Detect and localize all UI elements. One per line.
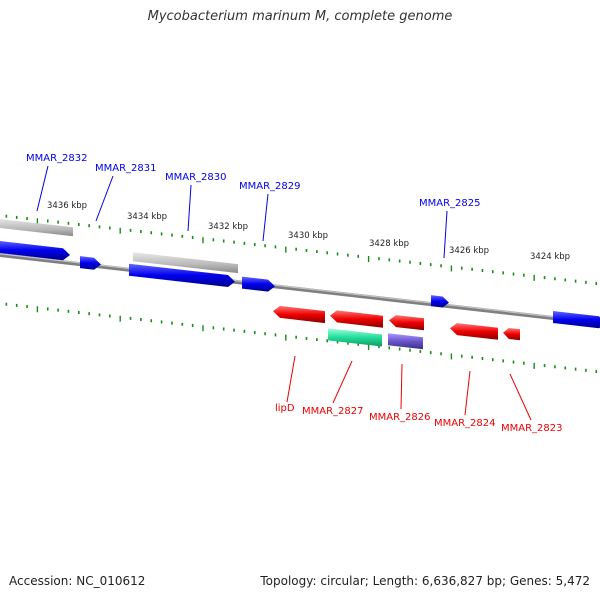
- gene-lipd-block[interactable]: [273, 305, 325, 324]
- feature-purple-block[interactable]: [388, 333, 423, 350]
- feature-layer: [0, 218, 600, 350]
- gene-mmar-2823-block[interactable]: [503, 328, 520, 341]
- callout-line-reverse: [509, 373, 532, 421]
- scale-label: 3424 kbp: [530, 252, 570, 262]
- feature-gray-1[interactable]: [0, 218, 73, 237]
- gene-label-forward[interactable]: MMAR_2830: [165, 172, 227, 183]
- gene-mmar-2827-block[interactable]: [330, 310, 383, 328]
- genome-title: Mycobacterium marinum M, complete genome: [147, 9, 453, 24]
- gene-mmar-2830-block[interactable]: [129, 263, 235, 287]
- callout-line-reverse: [286, 355, 296, 403]
- gene-label-reverse[interactable]: MMAR_2823: [501, 423, 563, 434]
- genome-summary: Topology: circular; Length: 6,636,827 bp…: [260, 574, 590, 588]
- feature-green-block[interactable]: [328, 328, 382, 347]
- callout-line-reverse: [400, 363, 403, 410]
- callout-line-forward: [262, 193, 269, 242]
- gene-label-reverse[interactable]: MMAR_2824: [434, 418, 496, 429]
- callout-line-reverse: [332, 360, 353, 404]
- gene-label-reverse[interactable]: lipD: [275, 403, 295, 414]
- scale-label: 3430 kbp: [288, 231, 328, 241]
- scale-label: 3428 kbp: [369, 239, 409, 249]
- callout-line-forward: [36, 165, 49, 212]
- gene-mmar-2825-block[interactable]: [431, 295, 449, 308]
- feature-gray-2[interactable]: [133, 252, 238, 274]
- gene-label-forward[interactable]: MMAR_2825: [419, 198, 481, 209]
- gene-label-reverse[interactable]: MMAR_2826: [369, 412, 431, 423]
- accession-label: Accession: NC_010612: [9, 574, 146, 588]
- gene-mmar-2826-red-block[interactable]: [389, 315, 424, 331]
- gene-mmar-2831-block[interactable]: [80, 256, 101, 270]
- scale-label: 3434 kbp: [127, 212, 167, 222]
- gene-callouts: MMAR_2832 MMAR_2831 MMAR_2830 MMAR_2829 MMAR…: [26, 153, 563, 434]
- scale-ticks-forward: [5, 214, 598, 285]
- callout-line-reverse: [464, 370, 471, 416]
- gene-mmar-2824-block[interactable]: [450, 323, 498, 340]
- gene-label-reverse[interactable]: MMAR_2827: [302, 406, 364, 417]
- gene-label-forward[interactable]: MMAR_2832: [26, 153, 88, 164]
- gene-label-forward[interactable]: MMAR_2829: [239, 181, 301, 192]
- callout-line-forward: [95, 175, 114, 222]
- gene-mmar-2832-block[interactable]: [0, 240, 70, 261]
- callout-line-forward: [443, 210, 448, 259]
- scale-ticks-reverse: [5, 302, 598, 373]
- scale-labels: 3436 kbp 3434 kbp 3432 kbp 3430 kbp 3428 kbp…: [47, 201, 570, 262]
- gene-forward-edge-block[interactable]: [553, 311, 600, 329]
- gene-label-forward[interactable]: MMAR_2831: [95, 163, 157, 174]
- callout-line-forward: [187, 184, 192, 232]
- scale-label: 3436 kbp: [47, 201, 87, 211]
- scale-label: 3426 kbp: [449, 246, 489, 256]
- gene-mmar-2829-block[interactable]: [242, 276, 275, 292]
- scale-label: 3432 kbp: [208, 222, 248, 232]
